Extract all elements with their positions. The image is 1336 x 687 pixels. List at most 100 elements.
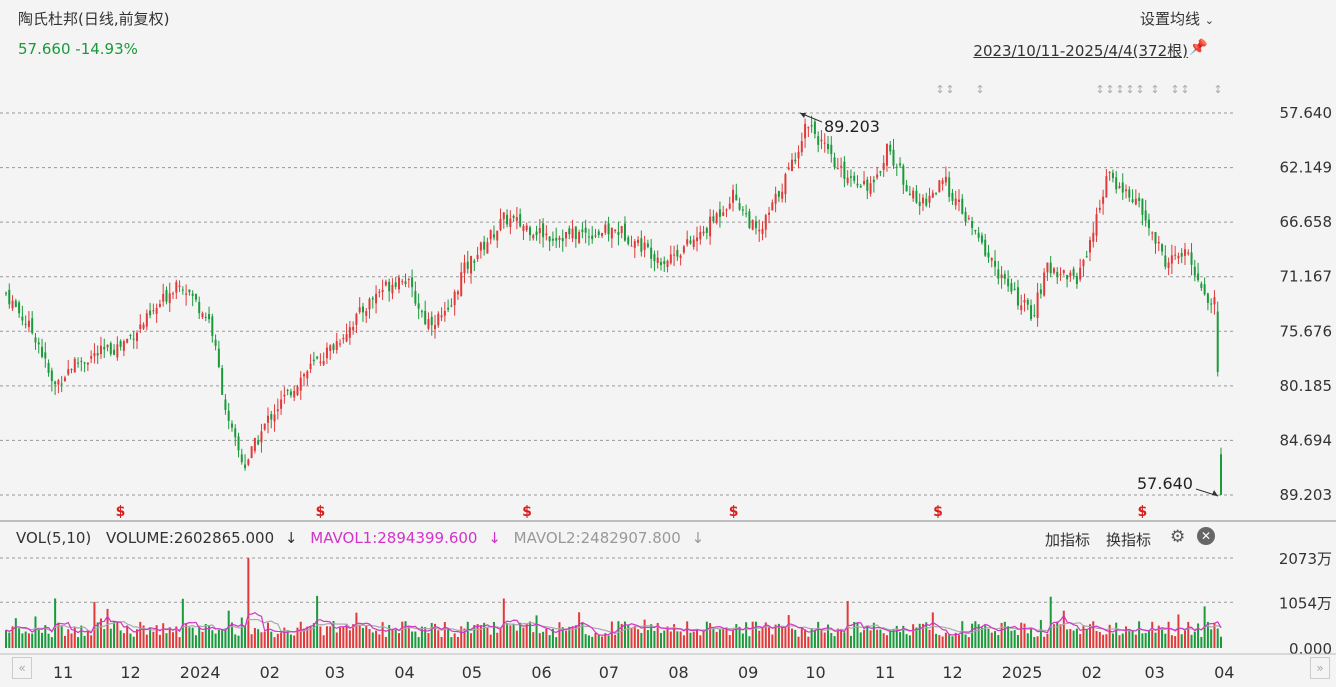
candle-body (506, 214, 509, 225)
x-tick-label: 03 (1144, 663, 1164, 682)
volume-bar (921, 623, 924, 648)
candle-body (417, 303, 420, 309)
candle-body (764, 215, 767, 230)
dividend-marker[interactable]: $ (933, 504, 943, 520)
volume-bar (247, 558, 250, 648)
candle-body (34, 337, 37, 343)
date-range-link[interactable]: 2023/10/11-2025/4/4(372根) (973, 42, 1188, 60)
volume-bar (741, 633, 744, 648)
add-indicator-button[interactable]: 加指标 (1045, 531, 1091, 549)
volume-bar (27, 633, 30, 648)
event-icon[interactable]: ↕ (1170, 83, 1179, 96)
volume-bar (466, 621, 469, 648)
candle-body (456, 291, 459, 295)
x-tick-label: 09 (738, 663, 758, 682)
volume-bar (214, 633, 217, 648)
dividend-marker[interactable]: $ (522, 504, 532, 520)
volume-bar (325, 626, 328, 648)
candle-body (722, 212, 725, 216)
candle-body (244, 464, 247, 469)
volume-bar (348, 630, 351, 648)
candle-body (401, 281, 404, 283)
volume-bar (1102, 634, 1105, 648)
volume-bar (990, 632, 993, 648)
pin-icon[interactable]: 📌 (1189, 38, 1208, 56)
candle-body (1177, 255, 1180, 259)
candle-body (1174, 254, 1177, 256)
volume-bar (587, 635, 590, 648)
volume-bar (548, 635, 551, 648)
event-icon[interactable]: ↕ (975, 83, 984, 96)
candle-body (162, 293, 165, 302)
volume-bar (1180, 634, 1183, 648)
candle-body (181, 289, 184, 291)
event-icon[interactable]: ↕ (1180, 83, 1189, 96)
volume-bar (1213, 622, 1216, 648)
candle-body (1010, 283, 1013, 292)
candle-body (931, 192, 934, 198)
candle-body (1023, 300, 1026, 303)
event-icon[interactable]: ↕ (1135, 83, 1144, 96)
candle-body (158, 304, 161, 307)
gear-icon[interactable]: ⚙ (1170, 527, 1186, 547)
candle-body (1049, 262, 1052, 274)
candle-body (375, 293, 378, 304)
volume-bar (217, 629, 220, 648)
volume-bar (1075, 628, 1078, 648)
volume-bar (525, 623, 528, 648)
candle-body (751, 219, 754, 230)
candle-body (892, 149, 895, 166)
candle-body (738, 203, 741, 210)
candle-body (188, 289, 191, 293)
event-icon[interactable]: ↕ (935, 83, 944, 96)
candle-body (961, 198, 964, 214)
event-icon[interactable]: ↕ (1150, 83, 1159, 96)
candle-body (1180, 253, 1183, 257)
candle-body (1170, 255, 1173, 264)
x-tick-label: 10 (805, 663, 825, 682)
volume-bar (14, 618, 17, 648)
candle-body (689, 240, 692, 244)
candle-body (325, 347, 328, 359)
candle-body (817, 136, 820, 145)
candle-body (155, 307, 158, 314)
volume-bar (915, 627, 918, 648)
dividend-marker[interactable]: $ (729, 504, 739, 520)
ma-setting-label: 设置均线 (1139, 10, 1200, 28)
swap-indicator-button[interactable]: 换指标 (1106, 531, 1152, 549)
candle-body (109, 343, 112, 355)
candle-body (974, 229, 977, 232)
candle-body (237, 436, 240, 451)
event-icon[interactable]: ↕ (1115, 83, 1124, 96)
scroll-left-button[interactable]: « (12, 657, 32, 679)
x-tick-label: 02 (260, 663, 280, 682)
event-icon[interactable]: ↕ (1095, 83, 1104, 96)
candle-body (994, 260, 997, 267)
ma-setting-dropdown[interactable]: 设置均线 ⌄ (1140, 8, 1214, 29)
volume-bar (666, 626, 669, 648)
candle-body (758, 229, 761, 232)
scroll-right-button[interactable]: » (1310, 657, 1330, 679)
dividend-marker[interactable]: $ (1138, 504, 1148, 520)
event-icon[interactable]: ↕ (945, 83, 954, 96)
volume-bar (483, 622, 486, 648)
candle-body (984, 239, 987, 256)
close-icon[interactable]: ✕ (1197, 527, 1215, 545)
volume-bar (198, 625, 201, 648)
dividend-marker[interactable]: $ (116, 504, 126, 520)
dividend-marker[interactable]: $ (316, 504, 326, 520)
candle-body (1092, 232, 1095, 242)
change-percent: -14.93% (75, 40, 138, 58)
event-icon[interactable]: ↕ (1125, 83, 1134, 96)
candle-body (194, 293, 197, 300)
event-icon[interactable]: ↕ (1213, 83, 1222, 96)
candle-body (905, 185, 908, 192)
volume-bar (1216, 628, 1219, 648)
volume-bar (509, 625, 512, 648)
candle-body (27, 320, 30, 328)
event-icon[interactable]: ↕ (1105, 83, 1114, 96)
volume-bar (810, 628, 813, 648)
volume-bar (522, 627, 525, 648)
candle-body (11, 300, 14, 309)
